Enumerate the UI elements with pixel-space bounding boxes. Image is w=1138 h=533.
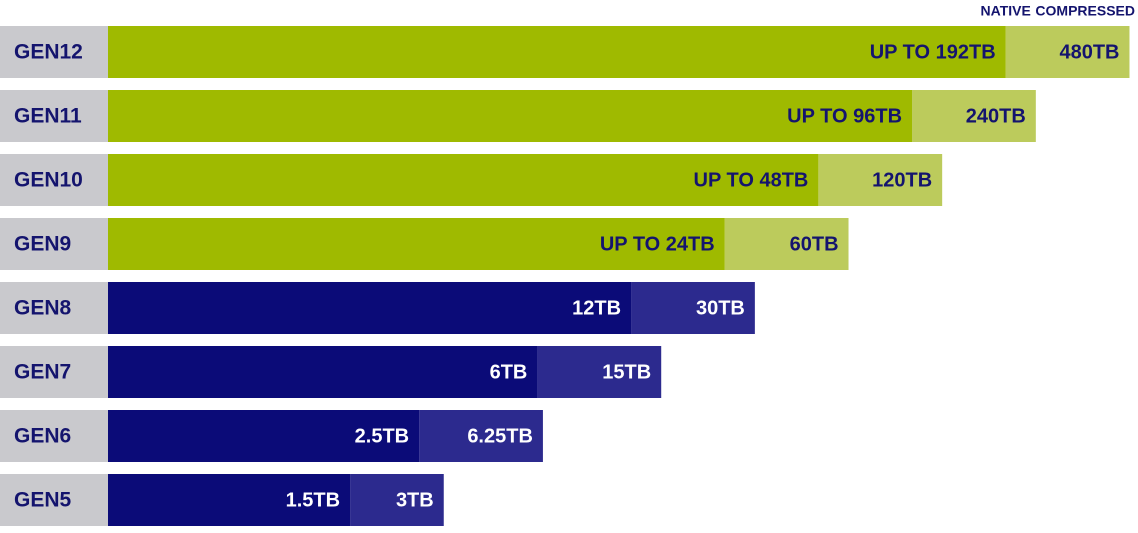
bar-native xyxy=(108,90,913,142)
category-label: GEN6 xyxy=(14,425,71,448)
value-label: 60TB xyxy=(790,233,839,255)
category-cell xyxy=(0,154,108,206)
value-label: 15TB xyxy=(602,361,651,383)
value-label: 30TB xyxy=(696,297,745,319)
bar-compressed xyxy=(537,346,662,398)
category-label: GEN11 xyxy=(14,105,82,128)
legend-label: COMPRESSED xyxy=(1035,3,1135,19)
bar-compressed xyxy=(912,90,1036,142)
bar-compressed xyxy=(724,218,849,270)
bar-compressed xyxy=(818,154,943,206)
bar-compressed xyxy=(1005,26,1130,78)
bar-native xyxy=(108,218,725,270)
category-cell xyxy=(0,218,108,270)
bar-native xyxy=(108,410,420,462)
bar-native xyxy=(108,26,1006,78)
value-label: 3TB xyxy=(396,489,434,511)
category-cell xyxy=(0,346,108,398)
category-cell xyxy=(0,410,108,462)
value-label: 2.5TB xyxy=(355,425,409,447)
bar-compressed xyxy=(419,410,543,462)
bar-native xyxy=(108,282,632,334)
bar-native xyxy=(108,346,538,398)
category-label: GEN7 xyxy=(14,361,71,384)
bar-compressed xyxy=(631,282,755,334)
bar-compressed xyxy=(350,474,444,526)
category-label: GEN5 xyxy=(14,489,72,512)
value-label: 1.5TB xyxy=(286,489,340,511)
category-label: GEN9 xyxy=(14,233,71,256)
value-label: 6TB xyxy=(490,361,528,383)
value-label: UP TO 96TB xyxy=(787,105,902,127)
category-cell xyxy=(0,474,108,526)
bar-native xyxy=(108,154,819,206)
category-cell xyxy=(0,26,108,78)
value-label: 6.25TB xyxy=(467,425,533,447)
legend-label: NATIVE xyxy=(981,3,1031,19)
category-label: GEN12 xyxy=(14,41,83,64)
category-cell xyxy=(0,90,108,142)
value-label: UP TO 24TB xyxy=(600,233,715,255)
category-cell xyxy=(0,282,108,334)
value-label: 12TB xyxy=(572,297,621,319)
value-label: 480TB xyxy=(1059,41,1119,63)
category-label: GEN8 xyxy=(14,297,72,320)
value-label: 120TB xyxy=(872,169,932,191)
category-label: GEN10 xyxy=(14,169,83,192)
value-label: UP TO 48TB xyxy=(694,169,809,191)
value-label: UP TO 192TB xyxy=(870,41,996,63)
bar-native xyxy=(108,474,351,526)
value-label: 240TB xyxy=(966,105,1026,127)
